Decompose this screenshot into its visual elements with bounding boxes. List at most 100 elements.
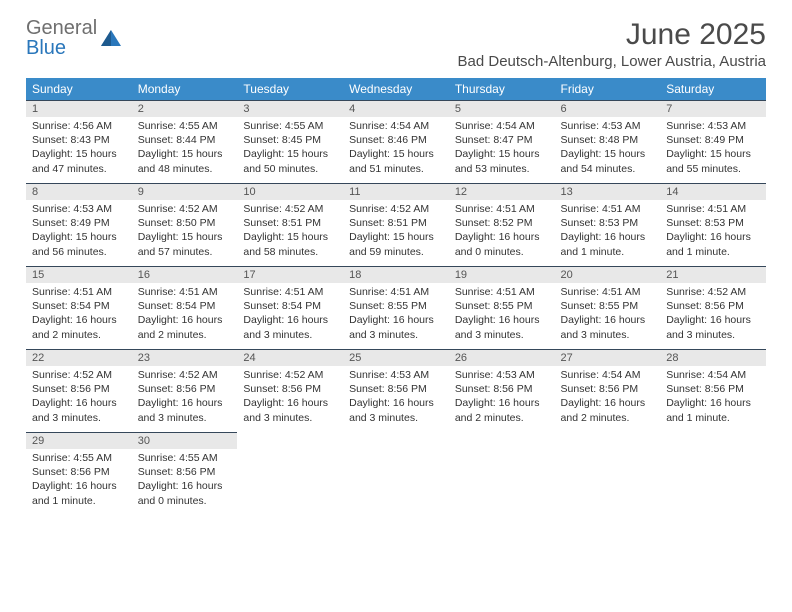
calendar-day-cell: .. xyxy=(343,432,449,515)
daylight-text-1: Daylight: 16 hours xyxy=(666,313,760,327)
calendar-day-cell: 5Sunrise: 4:54 AMSunset: 8:47 PMDaylight… xyxy=(449,100,555,183)
sunset-text: Sunset: 8:49 PM xyxy=(666,133,760,147)
day-details: Sunrise: 4:54 AMSunset: 8:47 PMDaylight:… xyxy=(449,117,555,180)
calendar-day-cell: 26Sunrise: 4:53 AMSunset: 8:56 PMDayligh… xyxy=(449,349,555,432)
calendar-day-cell: 15Sunrise: 4:51 AMSunset: 8:54 PMDayligh… xyxy=(26,266,132,349)
daylight-text-2: and 50 minutes. xyxy=(243,162,337,176)
sunset-text: Sunset: 8:56 PM xyxy=(349,382,443,396)
sunset-text: Sunset: 8:55 PM xyxy=(561,299,655,313)
weekday-header: Sunday xyxy=(26,78,132,100)
logo-word2: Blue xyxy=(26,37,66,59)
calendar-day-cell: 2Sunrise: 4:55 AMSunset: 8:44 PMDaylight… xyxy=(132,100,238,183)
day-number: 30 xyxy=(132,432,238,449)
daylight-text-1: Daylight: 15 hours xyxy=(32,230,126,244)
daylight-text-2: and 1 minute. xyxy=(561,245,655,259)
sunset-text: Sunset: 8:53 PM xyxy=(561,216,655,230)
calendar-day-cell: .. xyxy=(660,432,766,515)
sunrise-text: Sunrise: 4:56 AM xyxy=(32,119,126,133)
sunrise-text: Sunrise: 4:55 AM xyxy=(243,119,337,133)
day-details: Sunrise: 4:56 AMSunset: 8:43 PMDaylight:… xyxy=(26,117,132,180)
sunrise-text: Sunrise: 4:52 AM xyxy=(349,202,443,216)
sunrise-text: Sunrise: 4:53 AM xyxy=(666,119,760,133)
day-details: Sunrise: 4:55 AMSunset: 8:56 PMDaylight:… xyxy=(26,449,132,512)
daylight-text-1: Daylight: 15 hours xyxy=(138,230,232,244)
calendar-day-cell: .. xyxy=(555,432,661,515)
daylight-text-1: Daylight: 16 hours xyxy=(349,313,443,327)
daylight-text-1: Daylight: 15 hours xyxy=(32,147,126,161)
sunrise-text: Sunrise: 4:51 AM xyxy=(561,202,655,216)
sunset-text: Sunset: 8:51 PM xyxy=(243,216,337,230)
sunrise-text: Sunrise: 4:54 AM xyxy=(561,368,655,382)
daylight-text-2: and 2 minutes. xyxy=(32,328,126,342)
calendar-day-cell: 12Sunrise: 4:51 AMSunset: 8:52 PMDayligh… xyxy=(449,183,555,266)
daylight-text-2: and 3 minutes. xyxy=(138,411,232,425)
sunset-text: Sunset: 8:54 PM xyxy=(32,299,126,313)
daylight-text-2: and 3 minutes. xyxy=(561,328,655,342)
sunset-text: Sunset: 8:55 PM xyxy=(455,299,549,313)
day-details: Sunrise: 4:55 AMSunset: 8:56 PMDaylight:… xyxy=(132,449,238,512)
day-details: Sunrise: 4:53 AMSunset: 8:49 PMDaylight:… xyxy=(660,117,766,180)
sunrise-text: Sunrise: 4:51 AM xyxy=(138,285,232,299)
calendar-day-cell: 18Sunrise: 4:51 AMSunset: 8:55 PMDayligh… xyxy=(343,266,449,349)
sunrise-text: Sunrise: 4:51 AM xyxy=(666,202,760,216)
calendar-day-cell: 22Sunrise: 4:52 AMSunset: 8:56 PMDayligh… xyxy=(26,349,132,432)
daylight-text-2: and 48 minutes. xyxy=(138,162,232,176)
day-details: Sunrise: 4:54 AMSunset: 8:46 PMDaylight:… xyxy=(343,117,449,180)
sunrise-text: Sunrise: 4:55 AM xyxy=(32,451,126,465)
day-details: Sunrise: 4:52 AMSunset: 8:51 PMDaylight:… xyxy=(343,200,449,263)
calendar-day-cell: 14Sunrise: 4:51 AMSunset: 8:53 PMDayligh… xyxy=(660,183,766,266)
page: General Blue June 2025 Bad Deutsch-Alten… xyxy=(0,0,792,533)
calendar-day-cell: 23Sunrise: 4:52 AMSunset: 8:56 PMDayligh… xyxy=(132,349,238,432)
daylight-text-2: and 0 minutes. xyxy=(138,494,232,508)
sunrise-text: Sunrise: 4:51 AM xyxy=(243,285,337,299)
logo-text: General Blue xyxy=(26,18,97,58)
sunset-text: Sunset: 8:56 PM xyxy=(32,382,126,396)
sunrise-text: Sunrise: 4:52 AM xyxy=(32,368,126,382)
day-number: 1 xyxy=(26,100,132,117)
day-number: 27 xyxy=(555,349,661,366)
sunset-text: Sunset: 8:56 PM xyxy=(32,465,126,479)
day-number: 14 xyxy=(660,183,766,200)
calendar-day-cell: 4Sunrise: 4:54 AMSunset: 8:46 PMDaylight… xyxy=(343,100,449,183)
weekday-header: Friday xyxy=(555,78,661,100)
daylight-text-2: and 2 minutes. xyxy=(455,411,549,425)
daylight-text-1: Daylight: 16 hours xyxy=(138,479,232,493)
daylight-text-2: and 57 minutes. xyxy=(138,245,232,259)
day-number: 12 xyxy=(449,183,555,200)
daylight-text-2: and 1 minute. xyxy=(32,494,126,508)
daylight-text-2: and 3 minutes. xyxy=(455,328,549,342)
page-title: June 2025 xyxy=(458,18,767,51)
day-number: 18 xyxy=(343,266,449,283)
daylight-text-2: and 55 minutes. xyxy=(666,162,760,176)
sunrise-text: Sunrise: 4:53 AM xyxy=(32,202,126,216)
day-details: Sunrise: 4:51 AMSunset: 8:55 PMDaylight:… xyxy=(343,283,449,346)
day-number: 13 xyxy=(555,183,661,200)
day-details: Sunrise: 4:51 AMSunset: 8:55 PMDaylight:… xyxy=(449,283,555,346)
day-details: Sunrise: 4:53 AMSunset: 8:48 PMDaylight:… xyxy=(555,117,661,180)
calendar-day-cell: .. xyxy=(237,432,343,515)
daylight-text-2: and 3 minutes. xyxy=(243,328,337,342)
sunset-text: Sunset: 8:56 PM xyxy=(138,465,232,479)
triangle-icon xyxy=(99,26,123,50)
daylight-text-1: Daylight: 15 hours xyxy=(455,147,549,161)
logo-word1: General xyxy=(26,17,97,39)
day-details: Sunrise: 4:55 AMSunset: 8:44 PMDaylight:… xyxy=(132,117,238,180)
sunrise-text: Sunrise: 4:51 AM xyxy=(455,202,549,216)
sunrise-text: Sunrise: 4:52 AM xyxy=(243,202,337,216)
daylight-text-2: and 56 minutes. xyxy=(32,245,126,259)
daylight-text-2: and 2 minutes. xyxy=(561,411,655,425)
day-number: 4 xyxy=(343,100,449,117)
day-number: 25 xyxy=(343,349,449,366)
sunrise-text: Sunrise: 4:53 AM xyxy=(561,119,655,133)
sunset-text: Sunset: 8:47 PM xyxy=(455,133,549,147)
sunset-text: Sunset: 8:56 PM xyxy=(666,299,760,313)
calendar-day-cell: 30Sunrise: 4:55 AMSunset: 8:56 PMDayligh… xyxy=(132,432,238,515)
calendar-day-cell: 6Sunrise: 4:53 AMSunset: 8:48 PMDaylight… xyxy=(555,100,661,183)
day-details: Sunrise: 4:51 AMSunset: 8:54 PMDaylight:… xyxy=(237,283,343,346)
sunrise-text: Sunrise: 4:54 AM xyxy=(455,119,549,133)
sunrise-text: Sunrise: 4:53 AM xyxy=(455,368,549,382)
daylight-text-1: Daylight: 16 hours xyxy=(32,396,126,410)
day-details: Sunrise: 4:55 AMSunset: 8:45 PMDaylight:… xyxy=(237,117,343,180)
sunrise-text: Sunrise: 4:55 AM xyxy=(138,119,232,133)
calendar-day-cell: 8Sunrise: 4:53 AMSunset: 8:49 PMDaylight… xyxy=(26,183,132,266)
